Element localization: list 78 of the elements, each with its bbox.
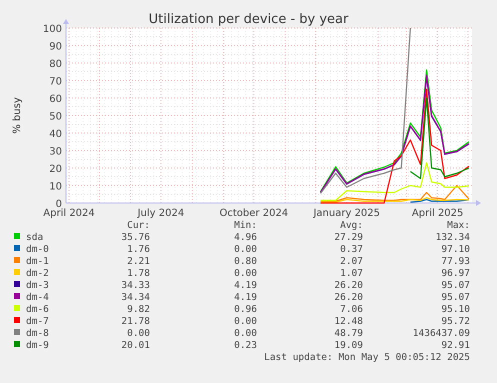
text: Max:	[447, 220, 470, 231]
text: 48.79	[334, 328, 364, 339]
text: 0.00	[234, 268, 258, 279]
text: 96.97	[441, 268, 470, 279]
text: Avg:	[340, 220, 363, 231]
text: 1436437.09	[412, 328, 470, 339]
text: 7.06	[340, 304, 364, 315]
text: 97.10	[441, 244, 470, 255]
x-tick-label: January 2025	[312, 208, 380, 219]
text: 4.96	[234, 232, 258, 243]
legend-label: dm-7	[26, 316, 49, 327]
text: 2.07	[340, 256, 363, 267]
text: 21.78	[121, 316, 150, 327]
text: 0.00	[234, 316, 258, 327]
text: 35.76	[121, 232, 150, 243]
y-tick-label: 0	[56, 199, 62, 210]
text: Last update: Mon May 5 00:05:12 2025	[264, 352, 470, 363]
text: 0.00	[234, 328, 258, 339]
text: 2.21	[127, 256, 150, 267]
y-tick-label: 70	[49, 76, 62, 88]
legend-label: dm-6	[26, 304, 50, 315]
text: 4.19	[234, 292, 258, 303]
text: 77.93	[441, 256, 470, 267]
line-series	[320, 88, 470, 204]
legend-label: dm-4	[26, 292, 50, 303]
legend-label: dm-8	[26, 328, 50, 339]
y-tick-label: 20	[49, 164, 62, 175]
legend-label: dm-0	[26, 244, 50, 255]
y-tick-label: 50	[49, 112, 62, 122]
text: Cur:	[127, 220, 150, 231]
text: 34.34	[121, 292, 150, 303]
text: 0.37	[340, 244, 363, 255]
text: 1.07	[340, 268, 363, 279]
text: 95.07	[441, 292, 470, 303]
line-series	[410, 97, 470, 180]
text: 0.80	[234, 256, 258, 267]
line-series	[320, 162, 470, 201]
line-series	[320, 184, 470, 202]
text: 9.82	[127, 304, 150, 315]
y-tick-label: 10	[49, 182, 62, 192]
text: 132.34	[436, 232, 470, 243]
text: 20.01	[121, 340, 150, 351]
text: 0.00	[127, 328, 150, 339]
y-tick-label: 30	[49, 146, 62, 158]
legend-label: sda	[26, 232, 44, 243]
text: 4.19	[234, 280, 258, 291]
y-tick-label: 40	[49, 129, 62, 140]
x-tick-label: July 2024	[136, 208, 184, 219]
legend-label: dm-3	[26, 280, 49, 291]
text: 12.48	[334, 316, 364, 327]
text: 0.23	[234, 340, 257, 351]
y-tick-label: 60	[49, 94, 62, 105]
text: 1.76	[127, 244, 150, 255]
chart-title: Utilization per device - by year	[148, 12, 350, 27]
y-tick-label: 80	[49, 59, 62, 70]
y-axis-title: % busy	[12, 97, 23, 134]
line-series	[320, 27, 411, 194]
text: 26.20	[334, 280, 364, 291]
text: 27.29	[334, 232, 364, 243]
text: 95.07	[441, 280, 470, 291]
text: 19.09	[334, 340, 364, 351]
text: 0.00	[234, 244, 258, 255]
legend-label: dm-2	[26, 268, 49, 279]
legend-label: dm-9	[26, 340, 50, 351]
x-tick-label: October 2024	[220, 208, 288, 219]
text: 95.10	[441, 304, 470, 315]
y-tick-label: 100	[42, 24, 62, 35]
x-tick-label: April 2024	[43, 208, 95, 219]
text: 1.78	[127, 268, 150, 279]
text: 0.96	[234, 304, 258, 315]
x-tick-label: April 2025	[412, 208, 464, 219]
y-tick-label: 90	[49, 42, 62, 52]
text: Min:	[234, 220, 257, 231]
text: 95.72	[441, 316, 470, 327]
text: 92.91	[441, 340, 470, 351]
text: 26.20	[334, 292, 364, 303]
legend-label: dm-1	[26, 256, 50, 267]
text: 34.33	[121, 280, 150, 291]
